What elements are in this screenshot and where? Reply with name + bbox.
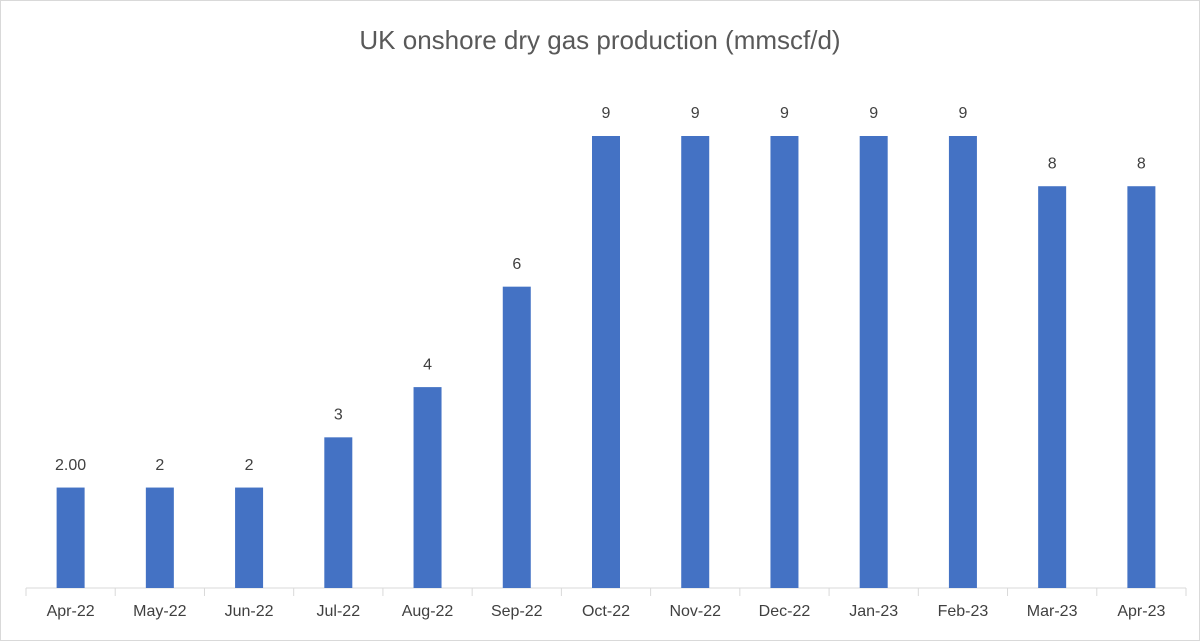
data-label: 9: [780, 105, 789, 122]
bar: [859, 136, 888, 588]
x-tick-label: Apr-23: [1117, 603, 1165, 620]
bar: [324, 437, 353, 588]
data-label: 3: [334, 407, 343, 424]
bar: [56, 487, 85, 588]
chart-title: UK onshore dry gas production (mmscf/d): [359, 25, 840, 55]
bar: [592, 136, 620, 588]
bar: [1038, 186, 1067, 588]
bar: [145, 487, 174, 588]
data-label: 4: [423, 356, 432, 373]
data-label: 8: [1137, 155, 1146, 172]
data-label: 9: [869, 105, 878, 122]
data-label: 2: [245, 457, 254, 474]
x-tick-label: Dec-22: [759, 603, 811, 620]
x-tick-label: Nov-22: [669, 603, 721, 620]
bar: [1127, 186, 1156, 588]
bar: [948, 136, 977, 588]
data-label: 9: [958, 105, 967, 122]
data-label: 2: [155, 457, 164, 474]
x-tick-label: Jul-22: [317, 603, 361, 620]
data-label: 9: [691, 105, 700, 122]
x-tick-label: Feb-23: [938, 603, 989, 620]
x-tick-label: Jan-23: [849, 603, 898, 620]
data-label: 9: [602, 105, 611, 122]
x-tick-label: Aug-22: [402, 603, 454, 620]
x-tick-label: Mar-23: [1027, 603, 1078, 620]
x-tick-label: Jun-22: [225, 603, 274, 620]
bar: [413, 387, 442, 588]
data-label: 8: [1048, 155, 1057, 172]
data-label: 6: [512, 256, 521, 273]
x-tick-label: Oct-22: [582, 603, 630, 620]
x-tick-label: Apr-22: [47, 603, 95, 620]
bar: [681, 136, 710, 588]
bar: [502, 286, 531, 588]
x-tick-label: May-22: [133, 603, 186, 620]
bar: [235, 487, 264, 588]
data-label: 2.00: [55, 457, 86, 474]
bar: [770, 136, 799, 588]
x-tick-label: Sep-22: [491, 603, 543, 620]
